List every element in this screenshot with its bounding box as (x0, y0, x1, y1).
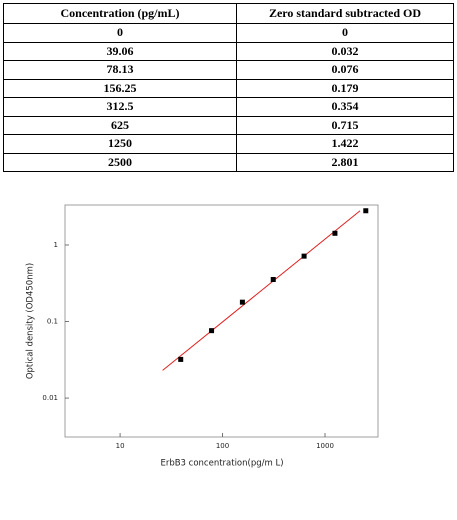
data-table: Concentration (pg/mL) Zero standard subt… (3, 3, 454, 172)
data-point (332, 230, 338, 236)
data-point (270, 277, 276, 283)
table-row: 2500 2.801 (3, 152, 454, 172)
header-cell: Zero standard subtracted OD (236, 3, 454, 24)
table-cell: 156.25 (3, 78, 237, 98)
data-point (178, 356, 184, 362)
x-axis-label: ErbB3 concentration(pg/m L) (160, 459, 283, 469)
x-tick-label: 1000 (316, 442, 334, 450)
data-point (239, 299, 245, 305)
x-tick-label: 10 (116, 442, 125, 450)
table-row: 1250 1.422 (3, 134, 454, 154)
table-cell: 2.801 (236, 152, 454, 172)
table-row: 156.25 0.179 (3, 78, 454, 98)
table-cell: 1250 (3, 134, 237, 154)
plot-frame (64, 204, 379, 438)
header-cell: Concentration (pg/mL) (3, 3, 237, 24)
y-tick-label: 0.01 (42, 394, 58, 402)
table-cell: 625 (3, 115, 237, 135)
table-row: 625 0.715 (3, 115, 454, 135)
data-point (363, 208, 369, 214)
y-tick-label: 0.1 (47, 318, 58, 326)
header-row: Concentration (pg/mL) Zero standard subt… (3, 3, 454, 24)
data-point (301, 253, 307, 259)
table-cell: 1.422 (236, 134, 454, 154)
x-tick-label: 100 (216, 442, 229, 450)
fit-line (162, 210, 361, 371)
data-point (209, 328, 215, 334)
table-body: 0 0 39.06 0.032 78.13 0.076 156.25 0.179 312.5 0.… (3, 23, 454, 172)
table-cell: 0.715 (236, 115, 454, 135)
y-axis-label: Optical density (OD450nm) (26, 263, 36, 379)
y-tick-label: 1 (54, 241, 58, 249)
